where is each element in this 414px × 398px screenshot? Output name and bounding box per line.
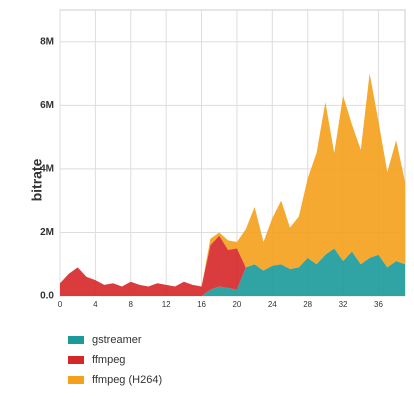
y-tick-label: 2M [40,227,54,238]
x-tick-label: 8 [129,300,134,309]
legend-swatch [68,336,84,344]
area [60,248,405,296]
x-tick-label: 36 [374,300,383,309]
y-tick-label: 8M [40,36,54,47]
y-axis-label: bitrate [29,158,45,201]
y-tick-label: 0.0 [40,291,54,302]
x-tick-label: 4 [93,300,98,309]
area [60,73,405,287]
x-tick-label: 28 [303,300,312,309]
y-tick-label: 4M [40,164,54,175]
legend-swatch [68,376,84,384]
legend-label: ffmpeg [92,354,125,366]
legend-label: ffmpeg (H264) [92,374,162,386]
x-tick-label: 20 [232,300,241,309]
legend-label: gstreamer [92,334,142,346]
y-tick-label: 6M [40,100,54,111]
x-tick-label: 16 [197,300,206,309]
x-tick-label: 32 [339,300,348,309]
area [60,235,405,296]
legend-swatch [68,356,84,364]
x-tick-label: 0 [58,300,63,309]
x-tick-label: 24 [268,300,277,309]
x-tick-label: 12 [162,300,171,309]
